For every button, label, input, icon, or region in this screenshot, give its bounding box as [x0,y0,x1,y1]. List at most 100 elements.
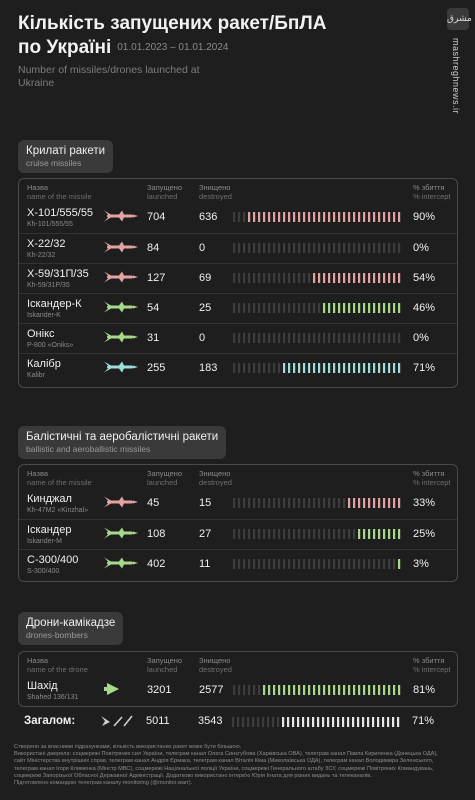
column-header-name: Назва name of the missile [27,183,92,201]
row-name-ua: Онікс [27,328,55,340]
footer-line: Підготовлено командою телеграм каналу mo… [14,780,193,787]
intercept-bar-segment-filled [363,273,366,283]
intercept-bar-segment-filled [338,212,341,222]
intercept-bar-segment-empty [283,243,286,253]
intercept-bar-segment-empty [323,529,326,539]
intercept-bar-segment-empty [243,498,246,508]
intercept-bar-segment-empty [303,498,306,508]
intercept-bar-segment-filled [342,717,345,727]
intercept-bar-segment-filled [373,303,376,313]
intercept-bar-segment-empty [238,529,241,539]
intercept-bar-segment-empty [263,333,266,343]
intercept-bar-segment-filled [383,303,386,313]
intercept-bar-segment-filled [398,559,401,569]
intercept-bar-segment-filled [308,212,311,222]
intercept-bar-segment-empty [363,559,366,569]
intercept-bar-segment-empty [252,717,255,727]
intercept-bar-segment-empty [333,559,336,569]
intercept-bar-segment-empty [268,363,271,373]
intercept-bar-segment-empty [383,333,386,343]
intercept-bar-segment-filled [353,303,356,313]
intercept-bar-segment-filled [347,717,350,727]
footer-line: Створено за власними підрахунками, кільк… [14,744,242,750]
row-name-ua: Х-22/32 [27,238,66,250]
intercept-bar-segment-filled [393,363,396,373]
intercept-bar-segment-filled [388,529,391,539]
intercept-bar-segment-empty [253,273,256,283]
row-name-ua: Калібр [27,358,61,370]
column-header-launched-ua: Запущено [147,183,183,192]
intercept-bar-segment-empty [243,333,246,343]
intercept-bar-segment-filled [393,498,396,508]
intercept-bar-segment-empty [278,243,281,253]
intercept-bar-segment-empty [328,529,331,539]
intercept-bar-segment-empty [353,529,356,539]
intercept-bar-segment-empty [298,559,301,569]
intercept-bar-segment-filled [308,363,311,373]
intercept-bar-segment-filled [378,498,381,508]
row-launched: 255 [147,362,166,374]
intercept-bar-segment-empty [288,498,291,508]
intercept-bar-segment-filled [373,529,376,539]
intercept-bar-segment-empty [253,498,256,508]
row-destroyed: 636 [199,211,218,223]
intercept-bar-segment-empty [323,243,326,253]
row-name-ua: Х-101/555/55 [27,207,94,219]
intercept-bar-segment-empty [373,333,376,343]
intercept-bar [233,559,401,569]
intercept-bar-segment-filled [318,212,321,222]
intercept-bar-segment-empty [293,559,296,569]
intercept-bar-segment-filled [343,273,346,283]
intercept-bar-segment-filled [263,212,266,222]
intercept-bar-segment-filled [387,717,390,727]
intercept-bar-segment-empty [268,333,271,343]
intercept-bar-segment-empty [273,243,276,253]
row-destroyed: 27 [199,528,212,540]
intercept-bar-segment-filled [373,363,376,373]
row-intercept-pct: 81% [413,684,436,696]
row-launched: 3201 [147,684,172,696]
intercept-bar-segment-empty [338,333,341,343]
intercept-bar-segment-empty [378,333,381,343]
row-launched: 108 [147,528,166,540]
intercept-bar-segment-empty [248,363,251,373]
intercept-bar [233,212,401,222]
intercept-bar-segment-filled [283,363,286,373]
section-label-ballistic: Балістичні та аеробалістичні ракети ball… [18,426,227,459]
page-subtitle: Number of missiles/drones launched at Uk… [18,64,200,90]
column-header-launched-en: launched [147,665,178,674]
intercept-bar-segment-empty [308,529,311,539]
intercept-bar-segment-empty [298,303,301,313]
intercept-bar-segment-empty [383,559,386,569]
intercept-bar-segment-filled [333,685,336,695]
column-header-intercept-en: % intercept [413,192,451,201]
intercept-bar-segment-filled [393,212,396,222]
intercept-bar-segment-empty [358,559,361,569]
intercept-bar-segment-filled [398,685,401,695]
intercept-bar-segment-empty [268,559,271,569]
column-header-name: Назва name of the missile [27,469,92,487]
intercept-bar-segment-empty [328,333,331,343]
intercept-bar-segment-filled [343,212,346,222]
intercept-bar-segment-empty [303,333,306,343]
intercept-bar-segment-empty [308,273,311,283]
intercept-bar-segment-empty [298,333,301,343]
intercept-bar-segment-filled [338,363,341,373]
row-intercept-pct: 0% [413,242,429,254]
intercept-bar-segment-filled [378,273,381,283]
intercept-bar-segment-filled [363,685,366,695]
table-row: Онікс P-800 «Oniks» 31 0 0% [19,323,457,351]
row-launched: 704 [147,211,166,223]
row-destroyed: 0 [199,332,206,344]
intercept-bar-segment-empty [273,333,276,343]
missile-icon [104,210,138,222]
table-row: Іскандер-К Iskander-K 54 25 46% [19,293,457,321]
intercept-bar-segment-empty [233,529,236,539]
intercept-bar-segment-filled [348,685,351,695]
intercept-bar-segment-empty [278,529,281,539]
intercept-bar-segment-empty [233,498,236,508]
intercept-bar-segment-filled [273,685,276,695]
section-label-cruise: Крилаті ракети cruise missiles [18,140,114,173]
intercept-bar-segment-empty [288,529,291,539]
intercept-bar-segment-empty [253,363,256,373]
